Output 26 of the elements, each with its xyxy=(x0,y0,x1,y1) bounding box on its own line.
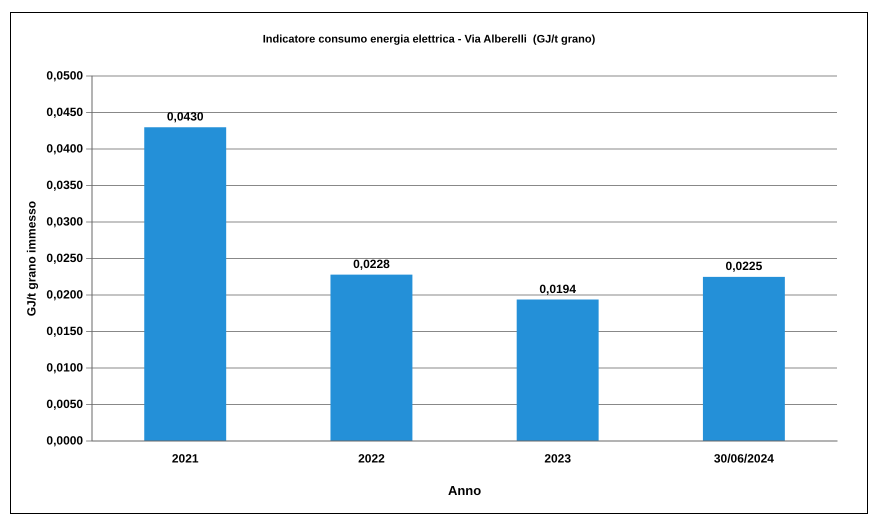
bar xyxy=(144,127,226,440)
y-tick-label: 0,0050 xyxy=(46,396,84,411)
bar xyxy=(330,274,412,440)
chart-title: Indicatore consumo energia elettrica - Via Alberelli (GJ/t grano) xyxy=(262,34,596,46)
y-tick-label: 0,0150 xyxy=(46,324,84,338)
y-axis-title: GJ/t grano immesso xyxy=(24,200,39,316)
y-tick-label: 0,0200 xyxy=(46,287,84,302)
x-tick-label: 2021 xyxy=(172,452,199,466)
x-tick-label: 30/06/2024 xyxy=(714,452,774,466)
bar xyxy=(516,299,599,440)
y-tick-label: 0,0350 xyxy=(46,178,84,192)
x-tick-label: 2022 xyxy=(358,452,386,466)
data-label: 0,0225 xyxy=(726,259,763,274)
data-label: 0,0228 xyxy=(353,256,390,271)
bar xyxy=(702,276,785,440)
y-tick-label: 0,0400 xyxy=(46,141,84,156)
x-tick-label: 2023 xyxy=(544,452,572,466)
y-tick-label: 0,0250 xyxy=(46,250,84,265)
y-tick-label: 0,0500 xyxy=(46,68,84,83)
data-label: 0,0430 xyxy=(166,110,204,124)
y-tick-label: 0,0000 xyxy=(46,433,84,448)
y-tick-label: 0,0450 xyxy=(46,104,84,119)
y-tick-label: 0,0300 xyxy=(46,214,84,228)
x-axis-title: Anno xyxy=(448,482,482,498)
y-tick-label: 0,0100 xyxy=(46,360,84,374)
data-label: 0,0194 xyxy=(539,282,576,296)
